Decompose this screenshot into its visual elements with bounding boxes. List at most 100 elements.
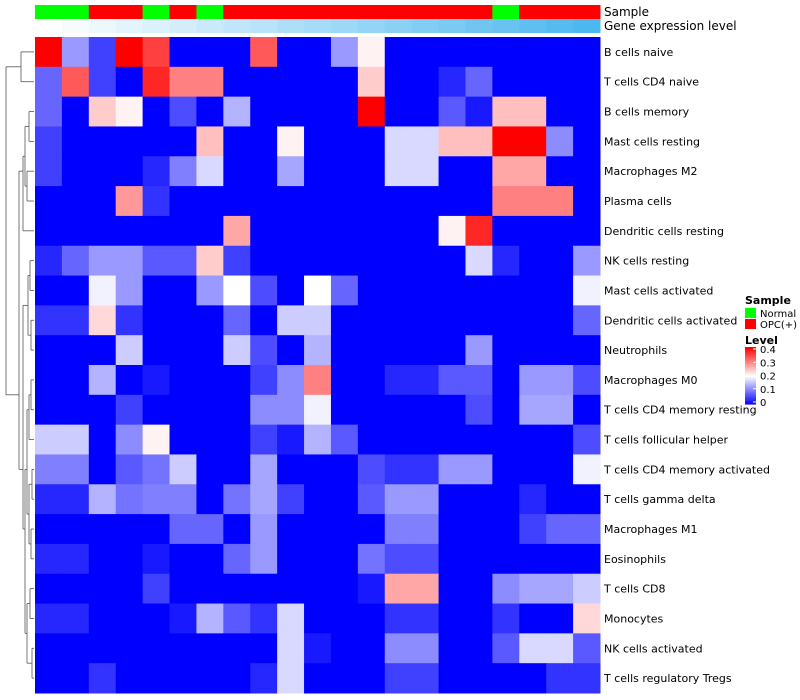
gene-expression-annotation-cell: [35, 19, 63, 33]
legend-colorbar-step: [745, 391, 756, 394]
heatmap-cell: [330, 305, 359, 336]
heatmap-cell: [330, 573, 359, 605]
heatmap-cells: [35, 37, 601, 694]
heatmap-cell: [438, 37, 466, 68]
heatmap-cell: [546, 514, 574, 545]
heatmap-cell: [519, 156, 547, 187]
heatmap-cell: [196, 96, 224, 127]
heatmap-cell: [196, 543, 224, 575]
row-label: Macrophages M1: [604, 523, 697, 536]
heatmap-cell: [492, 156, 520, 187]
heatmap-cell: [546, 215, 574, 247]
heatmap-cell: [61, 484, 90, 515]
heatmap-cell: [250, 305, 278, 336]
heatmap-cell: [61, 573, 90, 605]
heatmap-cell: [115, 305, 144, 336]
heatmap-cell: [519, 275, 547, 306]
heatmap-cell: [492, 663, 520, 694]
heatmap-cell: [35, 126, 63, 157]
heatmap-cell: [250, 37, 278, 68]
heatmap-cell: [465, 633, 493, 664]
heatmap-cell: [88, 156, 117, 187]
heatmap-cell: [492, 186, 520, 217]
heatmap-cell: [330, 394, 359, 426]
heatmap-cell: [277, 245, 305, 277]
heatmap-cell: [35, 663, 63, 694]
heatmap-cell: [115, 215, 144, 247]
heatmap-cell: [465, 424, 493, 455]
heatmap-cell: [411, 126, 440, 157]
heatmap-cell: [223, 96, 251, 127]
legend-colorbar-step: [745, 356, 756, 359]
heatmap-cell: [250, 663, 278, 694]
heatmap-cell: [465, 663, 493, 694]
legend-level-title: Level: [745, 334, 778, 347]
heatmap-cell: [411, 633, 440, 664]
heatmap-cell: [304, 245, 332, 277]
heatmap-cell: [546, 573, 574, 605]
heatmap-cell: [438, 484, 466, 515]
heatmap-cell: [546, 275, 574, 306]
heatmap-cell: [88, 454, 117, 485]
legend-tick-label: 0.2: [760, 372, 776, 383]
heatmap-cell: [61, 96, 90, 127]
heatmap-cell: [546, 454, 574, 485]
heatmap-cell: [411, 156, 440, 187]
heatmap-cell: [492, 215, 520, 247]
sample-annotation-label: Sample: [604, 5, 649, 19]
heatmap-cell: [35, 37, 63, 68]
heatmap-cell: [384, 305, 413, 336]
heatmap-cell: [384, 186, 413, 217]
legend-colorbar-step: [745, 347, 756, 350]
heatmap-cell: [573, 454, 601, 485]
heatmap-cell: [35, 424, 63, 455]
heatmap-cell: [573, 394, 601, 426]
heatmap-cell: [519, 245, 547, 277]
row-label: B cells naive: [604, 46, 673, 59]
heatmap-cell: [573, 275, 601, 306]
heatmap-cell: [196, 305, 224, 336]
legend-colorbar-step: [745, 365, 756, 368]
heatmap-cell: [357, 543, 386, 575]
heatmap-cell: [465, 66, 493, 98]
heatmap-cell: [250, 66, 278, 98]
row-label: Mast cells activated: [604, 284, 713, 297]
heatmap-cell: [519, 66, 547, 98]
sample-annotation-cell: [35, 5, 63, 19]
heatmap-cell: [35, 365, 63, 396]
heatmap-cell: [573, 66, 601, 98]
heatmap-cell: [142, 603, 171, 634]
legend-tick-label: 0: [760, 398, 766, 409]
heatmap-cell: [277, 543, 305, 575]
heatmap-cell: [277, 514, 305, 545]
heatmap-cell: [411, 215, 440, 247]
heatmap-cell: [196, 126, 224, 157]
legend-colorbar-step: [745, 392, 756, 395]
heatmap-cell: [438, 663, 466, 694]
legend-tick-label: 0.3: [760, 358, 776, 369]
heatmap-cell: [250, 96, 278, 127]
heatmap-cell: [169, 603, 197, 634]
heatmap-cell: [357, 96, 386, 127]
heatmap-cell: [223, 603, 251, 634]
heatmap-cell: [330, 424, 359, 455]
legend-level-colorbar: [745, 347, 756, 405]
heatmap-cell: [465, 484, 493, 515]
heatmap-cell: [61, 156, 90, 187]
heatmap-cell: [384, 37, 413, 68]
heatmap-cell: [411, 424, 440, 455]
heatmap-cell: [169, 126, 197, 157]
row-label: T cells CD4 naive: [603, 76, 699, 89]
heatmap-cell: [330, 543, 359, 575]
heatmap-cell: [304, 126, 332, 157]
heatmap-cell: [330, 215, 359, 247]
heatmap-cell: [465, 96, 493, 127]
heatmap-cell: [438, 394, 466, 426]
heatmap-cell: [519, 573, 547, 605]
heatmap-cell: [223, 335, 251, 366]
sample-annotation-cell: [169, 5, 197, 19]
heatmap-cell: [169, 633, 197, 664]
heatmap-cell: [61, 514, 90, 545]
heatmap-cell: [196, 484, 224, 515]
heatmap-cell: [573, 96, 601, 127]
